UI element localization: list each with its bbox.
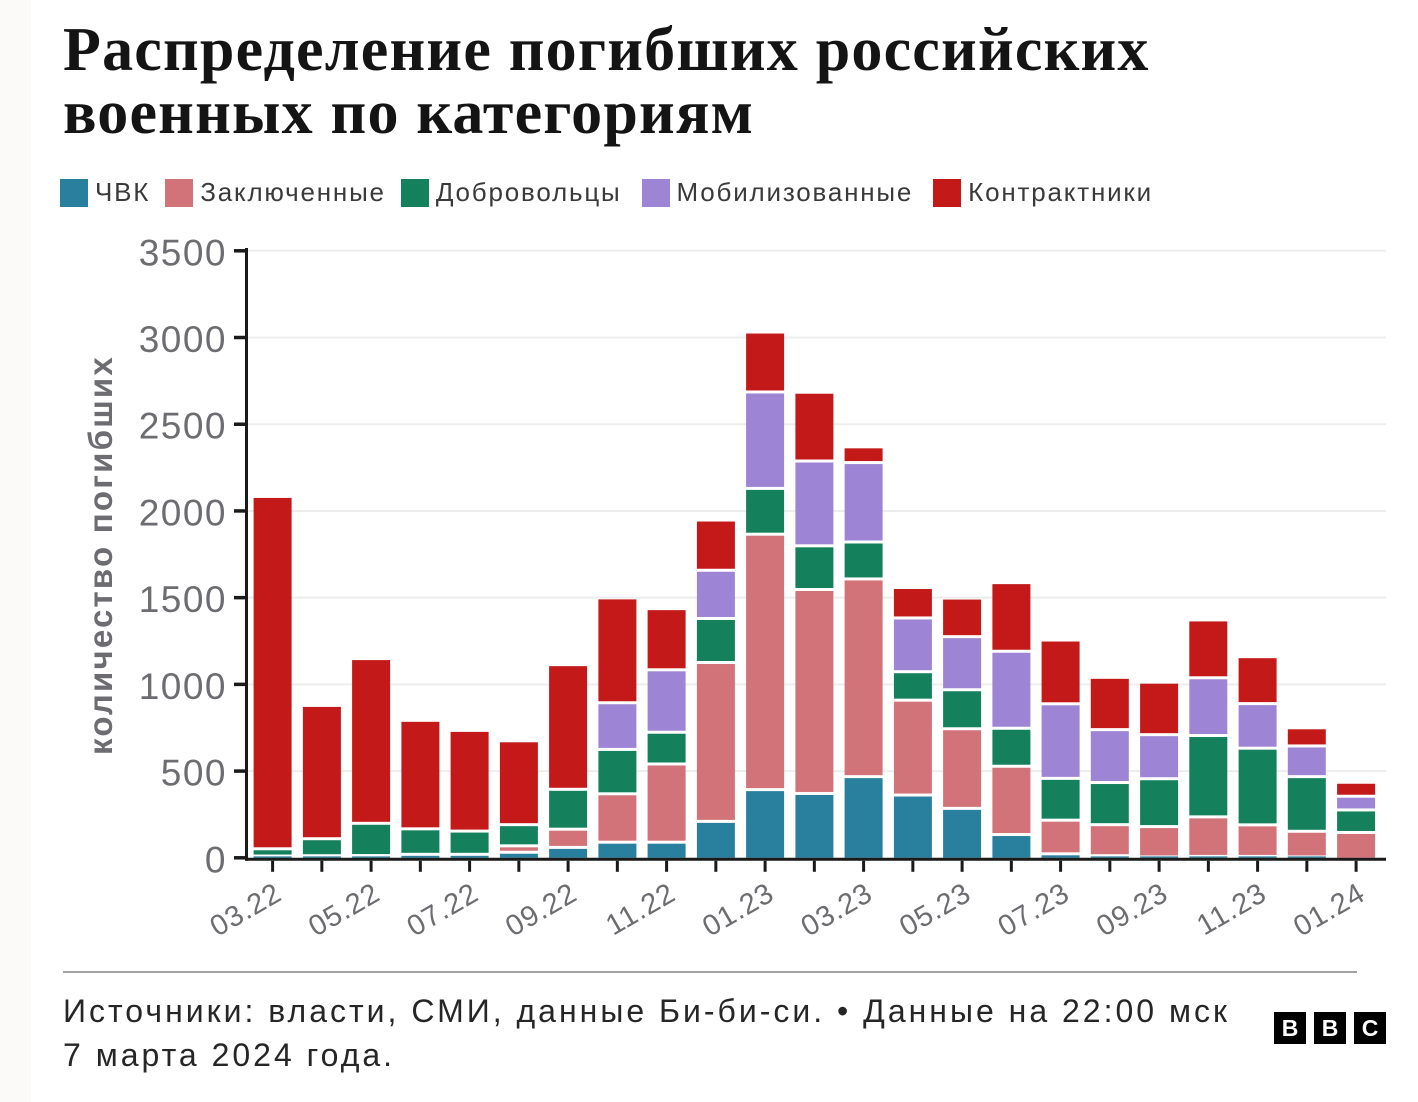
svg-text:3500: 3500 — [139, 232, 227, 273]
svg-text:2500: 2500 — [139, 406, 227, 447]
svg-text:09.23: 09.23 — [1091, 877, 1173, 943]
svg-text:09.22: 09.22 — [500, 877, 582, 943]
svg-text:0: 0 — [205, 839, 227, 880]
svg-text:2000: 2000 — [139, 492, 227, 533]
svg-text:07.22: 07.22 — [402, 877, 484, 943]
svg-text:01.24: 01.24 — [1288, 877, 1370, 943]
svg-text:11.23: 11.23 — [1192, 877, 1272, 942]
svg-text:07.23: 07.23 — [993, 877, 1075, 943]
svg-text:11.22: 11.22 — [601, 877, 681, 942]
svg-text:3000: 3000 — [139, 319, 227, 360]
svg-text:05.22: 05.22 — [303, 877, 385, 943]
svg-text:1000: 1000 — [139, 666, 227, 707]
svg-text:1500: 1500 — [139, 579, 227, 620]
svg-text:500: 500 — [161, 753, 227, 794]
svg-text:05.23: 05.23 — [894, 877, 976, 943]
svg-text:01.23: 01.23 — [697, 877, 779, 943]
svg-text:количество погибших: количество погибших — [82, 355, 119, 755]
svg-text:03.23: 03.23 — [796, 877, 878, 943]
svg-text:03.22: 03.22 — [205, 877, 287, 943]
